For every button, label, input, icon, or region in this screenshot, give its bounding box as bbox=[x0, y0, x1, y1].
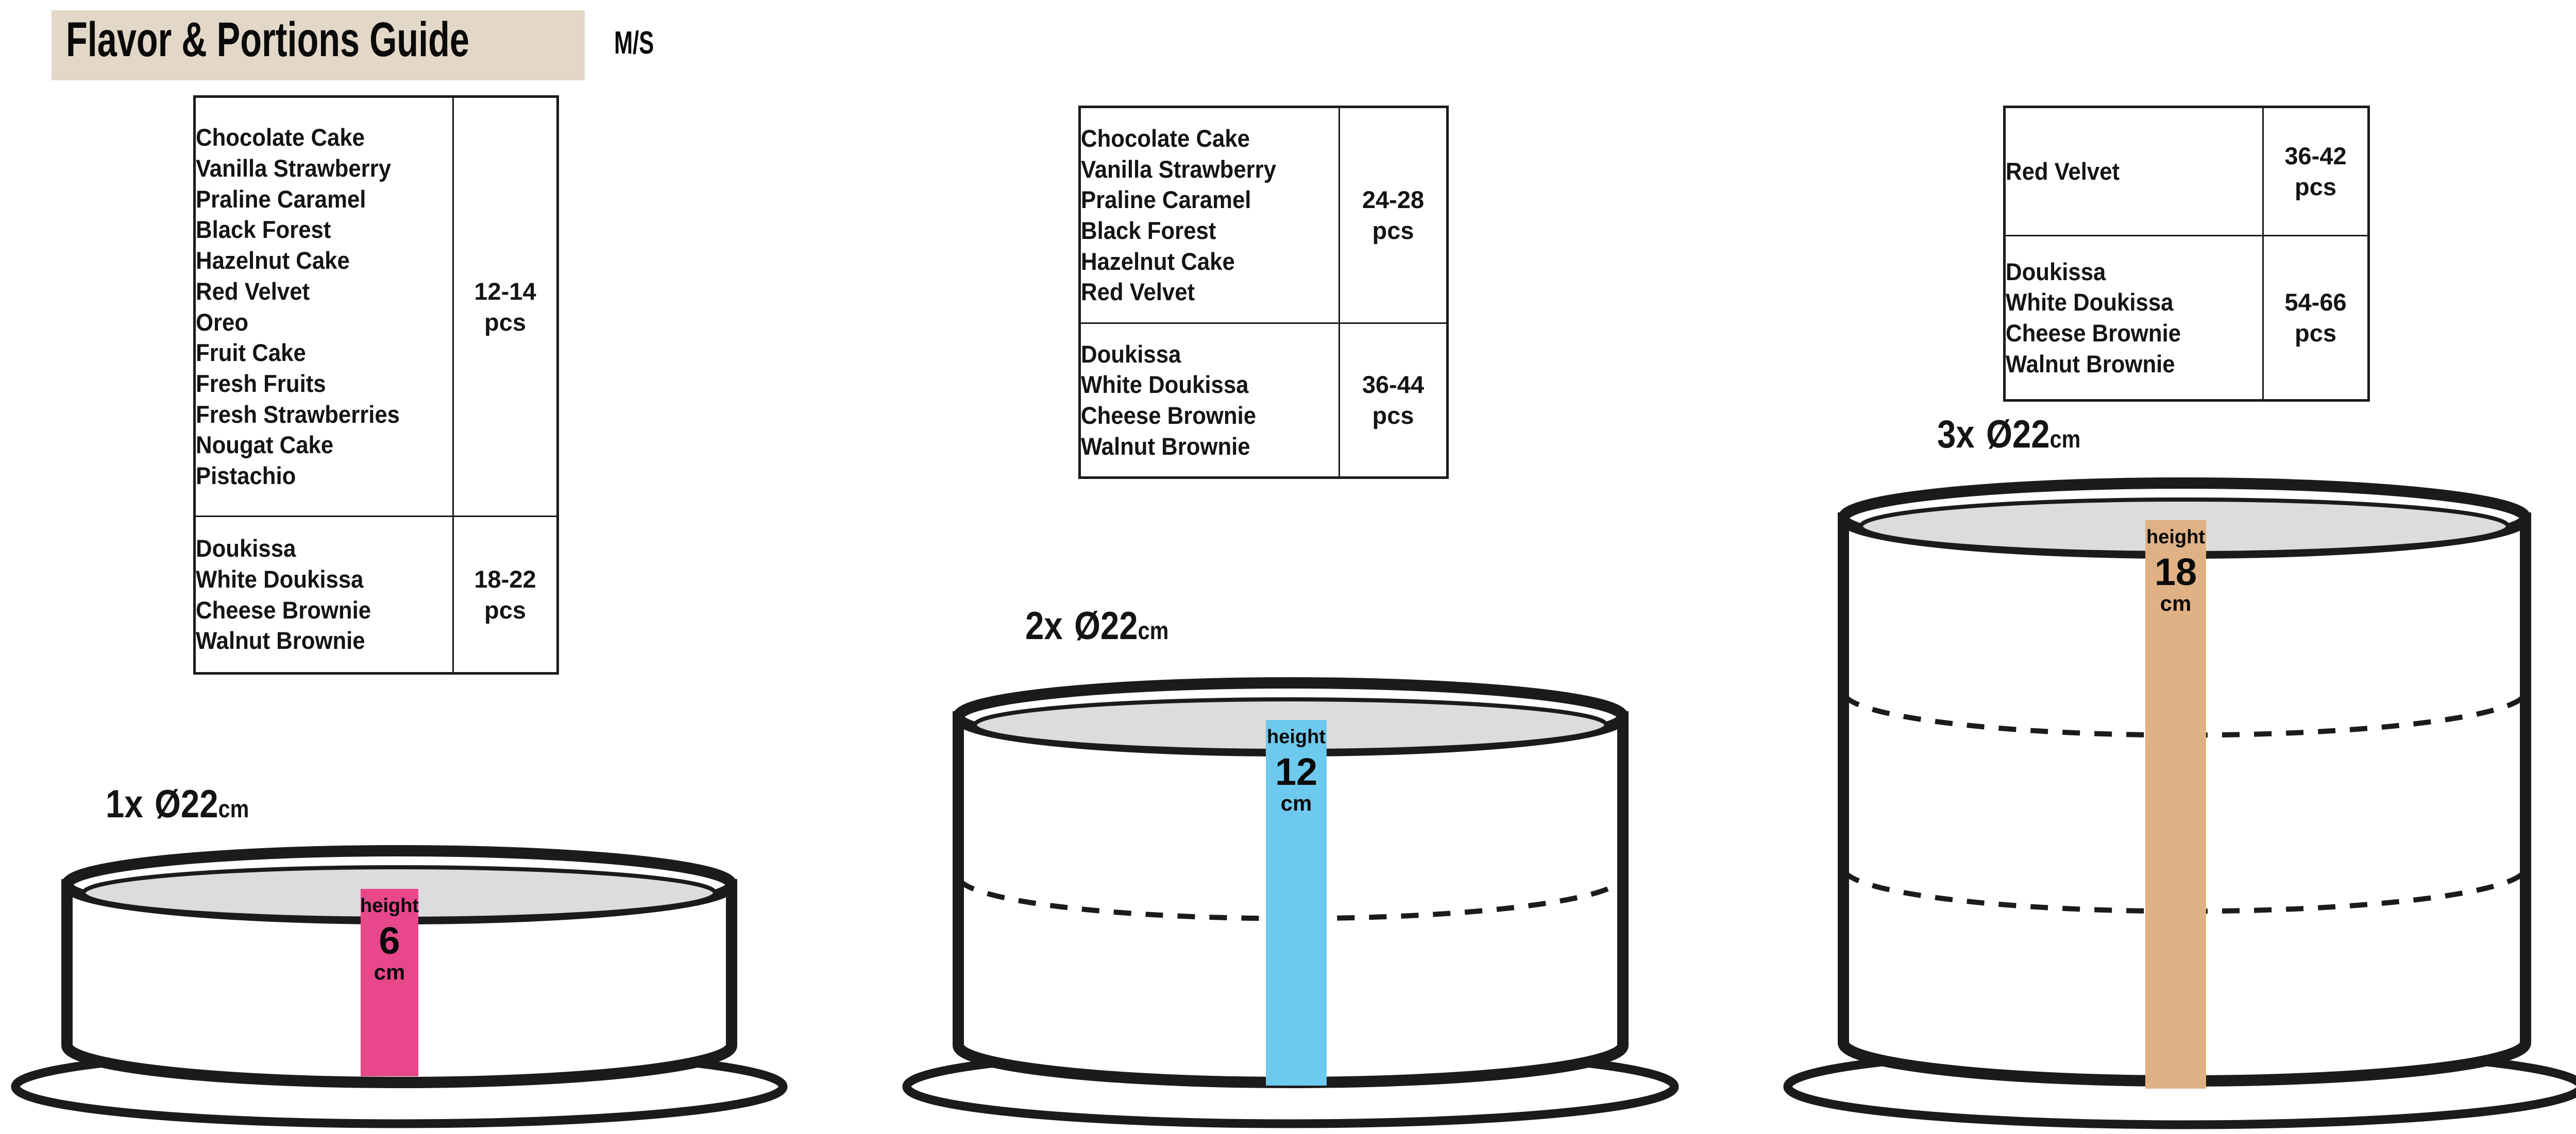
flavor-item: Praline Caramel bbox=[1081, 186, 1251, 214]
portion-count-value: 12-14 bbox=[474, 277, 536, 305]
flavor-item: Walnut Brownie bbox=[196, 627, 365, 655]
portion-count-unit: pcs bbox=[484, 308, 526, 336]
cake-1-height-value: 6 bbox=[379, 919, 400, 962]
flavor-item: Cheese Brownie bbox=[2006, 319, 2181, 347]
flavor-item: Chocolate Cake bbox=[1081, 124, 1250, 152]
table-row: Chocolate Cake Vanilla Strawberry Pralin… bbox=[194, 96, 558, 517]
cake-1-size-label: 1x Ø22cm bbox=[106, 782, 249, 827]
portion-count-cell: 36-44 pcs bbox=[1338, 322, 1448, 478]
portions-table-2: Chocolate Cake Vanilla Strawberry Pralin… bbox=[1078, 106, 1449, 479]
portion-count-unit: pcs bbox=[2295, 173, 2336, 200]
cake-1-height-unit: cm bbox=[374, 959, 405, 984]
flavor-item: Red Velvet bbox=[2006, 158, 2120, 185]
cake-1-diameter-unit: cm bbox=[218, 796, 249, 823]
flavor-item: Doukissa bbox=[2006, 257, 2106, 285]
diameter-icon: Ø bbox=[1986, 413, 2012, 456]
cake-3-height-unit: cm bbox=[2160, 591, 2192, 615]
portion-count-cell: 36-42 pcs bbox=[2262, 106, 2369, 236]
flavor-item: Praline Caramel bbox=[196, 185, 366, 213]
cake-3-tiers: 3x bbox=[1937, 413, 1975, 456]
portion-count-value: 36-42 bbox=[2284, 142, 2347, 170]
flavor-list-cell: Doukissa White Doukissa Cheese Brownie W… bbox=[194, 516, 454, 674]
flavor-item: Walnut Brownie bbox=[2006, 350, 2175, 377]
flavor-item: Doukissa bbox=[196, 535, 296, 562]
flavor-item: White Doukissa bbox=[2006, 288, 2174, 316]
flavor-item: Pistachio bbox=[196, 461, 296, 489]
flavor-item: Hazelnut Cake bbox=[196, 247, 350, 274]
portion-count-unit: pcs bbox=[1372, 402, 1414, 429]
portions-table-3: Red Velvet 36-42 pcs Doukissa White Douk… bbox=[2003, 106, 2370, 402]
cake-1-tiers: 1x bbox=[106, 782, 143, 826]
flavor-item: Fruit Cake bbox=[196, 339, 306, 367]
flavor-item: Fresh Strawberries bbox=[196, 400, 400, 428]
flavor-item: Hazelnut Cake bbox=[1081, 247, 1235, 275]
flavor-item: Walnut Brownie bbox=[1081, 432, 1250, 460]
flavor-list-cell: Chocolate Cake Vanilla Strawberry Pralin… bbox=[194, 96, 454, 517]
flavor-list-cell: Chocolate Cake Vanilla Strawberry Pralin… bbox=[1079, 106, 1340, 324]
cake-2-height-bar: height 12 cm bbox=[1266, 720, 1327, 1086]
cake-2-diameter: 22 bbox=[1100, 604, 1138, 648]
flavor-list-cell: Doukissa White Doukissa Cheese Brownie W… bbox=[2004, 235, 2264, 401]
cake-3-diameter: 22 bbox=[2012, 413, 2050, 456]
cake-2-diameter-unit: cm bbox=[1138, 617, 1169, 645]
portion-count-unit: pcs bbox=[2295, 319, 2336, 347]
flavor-item: Red Velvet bbox=[196, 277, 310, 305]
flavor-item: Doukissa bbox=[1081, 340, 1181, 368]
flavor-item: Cheese Brownie bbox=[1081, 402, 1257, 429]
table-row: Doukissa White Doukissa Cheese Brownie W… bbox=[1079, 322, 1448, 478]
flavor-item: White Doukissa bbox=[196, 565, 364, 593]
cake-3-size-label: 3x Ø22cm bbox=[1937, 412, 2080, 457]
flavor-item: Nougat Cake bbox=[196, 431, 334, 459]
portion-count-cell: 18-22 pcs bbox=[452, 516, 558, 674]
flavor-item: Vanilla Strawberry bbox=[196, 154, 392, 182]
cake-1-height-word: height bbox=[360, 895, 419, 917]
flavor-item: Black Forest bbox=[196, 216, 331, 244]
portions-table-1: Chocolate Cake Vanilla Strawberry Pralin… bbox=[193, 95, 559, 675]
table-row: Red Velvet 36-42 pcs bbox=[2004, 106, 2369, 236]
flavor-item: Red Velvet bbox=[1081, 278, 1195, 306]
flavor-item: Cheese Brownie bbox=[196, 596, 371, 624]
table-row: Doukissa White Doukissa Cheese Brownie W… bbox=[194, 516, 558, 674]
flavor-item: White Doukissa bbox=[1081, 371, 1249, 399]
portion-count-value: 36-44 bbox=[1362, 371, 1425, 399]
portion-count-value: 18-22 bbox=[474, 565, 536, 593]
page-title: Flavor & Portions Guide bbox=[66, 12, 469, 67]
flavor-list-cell: Doukissa White Doukissa Cheese Brownie W… bbox=[1079, 322, 1340, 478]
portion-count-cell: 24-28 pcs bbox=[1338, 106, 1448, 324]
cake-2-height-word: height bbox=[1267, 726, 1326, 748]
flavor-item: Chocolate Cake bbox=[196, 124, 365, 151]
cake-2-height-unit: cm bbox=[1280, 791, 1312, 815]
cake-2-tiers: 2x bbox=[1025, 604, 1063, 648]
portion-count-unit: pcs bbox=[1372, 217, 1414, 244]
cake-3-diameter-unit: cm bbox=[2049, 426, 2081, 453]
cake-2-size-label: 2x Ø22cm bbox=[1025, 604, 1168, 648]
flavor-item: Black Forest bbox=[1081, 217, 1216, 244]
cake-2-height-value: 12 bbox=[1275, 750, 1318, 793]
title-band bbox=[52, 10, 585, 80]
cake-3-height-value: 18 bbox=[2154, 550, 2197, 593]
diameter-icon: Ø bbox=[1074, 604, 1100, 648]
size-badge: M/S bbox=[614, 25, 654, 61]
cake-3-height-bar: height 18 cm bbox=[2145, 520, 2206, 1089]
diameter-icon: Ø bbox=[155, 782, 181, 826]
cake-1-diameter: 22 bbox=[180, 782, 218, 826]
portion-count-cell: 54-66 pcs bbox=[2262, 235, 2369, 401]
table-row: Doukissa White Doukissa Cheese Brownie W… bbox=[2004, 235, 2369, 401]
portion-count-unit: pcs bbox=[484, 596, 526, 624]
portion-count-cell: 12-14 pcs bbox=[452, 96, 558, 517]
table-row: Chocolate Cake Vanilla Strawberry Pralin… bbox=[1079, 106, 1448, 324]
cake-1-height-bar: height 6 cm bbox=[360, 889, 419, 1076]
flavor-list-cell: Red Velvet bbox=[2004, 106, 2264, 236]
portion-count-value: 24-28 bbox=[1362, 186, 1425, 214]
flavor-item: Fresh Fruits bbox=[196, 369, 326, 397]
flavor-item: Vanilla Strawberry bbox=[1081, 155, 1277, 183]
cake-3-height-word: height bbox=[2146, 526, 2205, 548]
portion-count-value: 54-66 bbox=[2284, 288, 2347, 316]
flavor-item: Oreo bbox=[196, 308, 249, 336]
